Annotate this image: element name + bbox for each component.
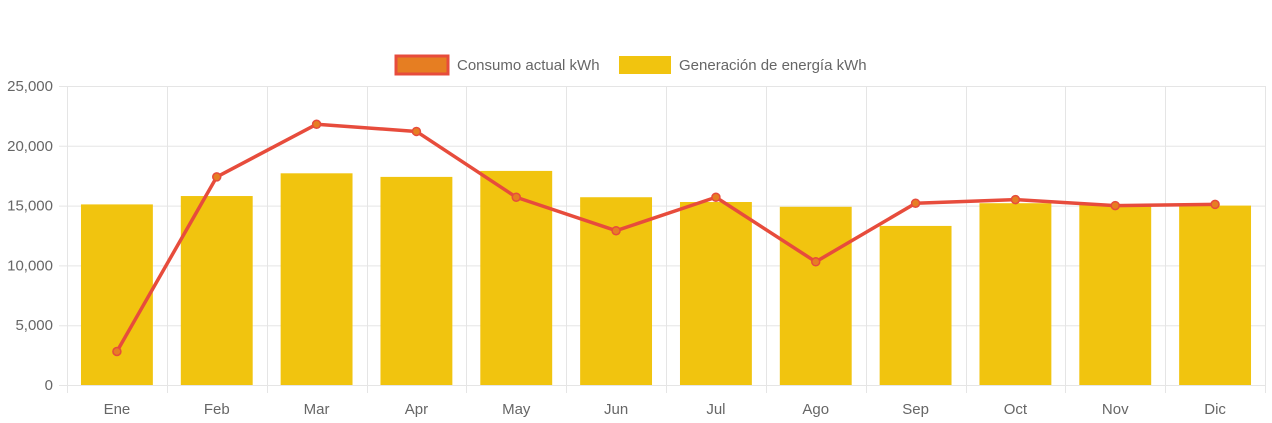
bar[interactable] [1079, 204, 1152, 385]
bar[interactable] [180, 196, 253, 385]
grid [59, 86, 1266, 393]
x-tick-label: Jul [706, 401, 725, 418]
y-tick-label: 15,000 [7, 198, 53, 215]
line-series [112, 119, 1220, 357]
x-tick-label: Oct [1004, 401, 1028, 418]
line-point[interactable] [212, 172, 222, 182]
bar[interactable] [80, 204, 153, 385]
line-point[interactable] [811, 257, 821, 267]
y-axis: 0 5,000 10,000 15,000 20,000 25,000 [7, 78, 53, 394]
x-tick-label: Ene [104, 401, 131, 418]
x-tick-label: Jun [604, 401, 628, 418]
line-point[interactable] [411, 126, 422, 137]
x-tick-label: Sep [902, 401, 929, 418]
bar[interactable] [580, 197, 653, 385]
y-tick-label: 25,000 [7, 78, 53, 95]
line-point[interactable] [1110, 200, 1120, 211]
bar[interactable] [679, 202, 752, 385]
y-tick-label: 20,000 [7, 138, 53, 155]
x-axis: Ene Feb Mar Apr May Jun Jul Ago Sep Oct Nov Dic [104, 401, 1227, 418]
legend-label-consumo: Consumo actual kWh [457, 57, 600, 74]
x-tick-label: Mar [304, 401, 330, 418]
x-tick-label: Ago [802, 401, 829, 418]
bar[interactable] [1179, 205, 1252, 385]
x-tick-label: Dic [1204, 401, 1226, 418]
bar-series [80, 170, 1252, 385]
line-point[interactable] [910, 198, 921, 208]
bar[interactable] [779, 206, 852, 385]
y-tick-label: 10,000 [7, 257, 53, 274]
bar[interactable] [480, 170, 553, 385]
line-point[interactable] [1210, 199, 1220, 210]
line-point[interactable] [611, 225, 621, 236]
legend-swatch-consumo[interactable] [394, 54, 450, 76]
x-tick-label: Nov [1102, 401, 1129, 418]
legend-label-generacion: Generación de energía kWh [679, 57, 867, 74]
y-tick-label: 0 [45, 377, 53, 394]
bar[interactable] [879, 225, 952, 385]
x-tick-label: Feb [204, 401, 230, 418]
legend: Consumo actual kWh Generación de energía… [394, 54, 867, 76]
bar[interactable] [979, 203, 1052, 385]
line-point[interactable] [1010, 194, 1021, 205]
line-point[interactable] [511, 192, 521, 202]
line-point[interactable] [711, 192, 721, 202]
y-tick-label: 5,000 [15, 317, 53, 334]
x-tick-label: Apr [405, 401, 428, 418]
bar[interactable] [280, 173, 353, 385]
line-path [115, 122, 1216, 353]
line-point[interactable] [112, 346, 122, 357]
line-point[interactable] [311, 119, 322, 130]
legend-swatch-generacion[interactable] [619, 56, 671, 74]
x-tick-label: May [502, 401, 531, 418]
bar[interactable] [380, 176, 453, 385]
